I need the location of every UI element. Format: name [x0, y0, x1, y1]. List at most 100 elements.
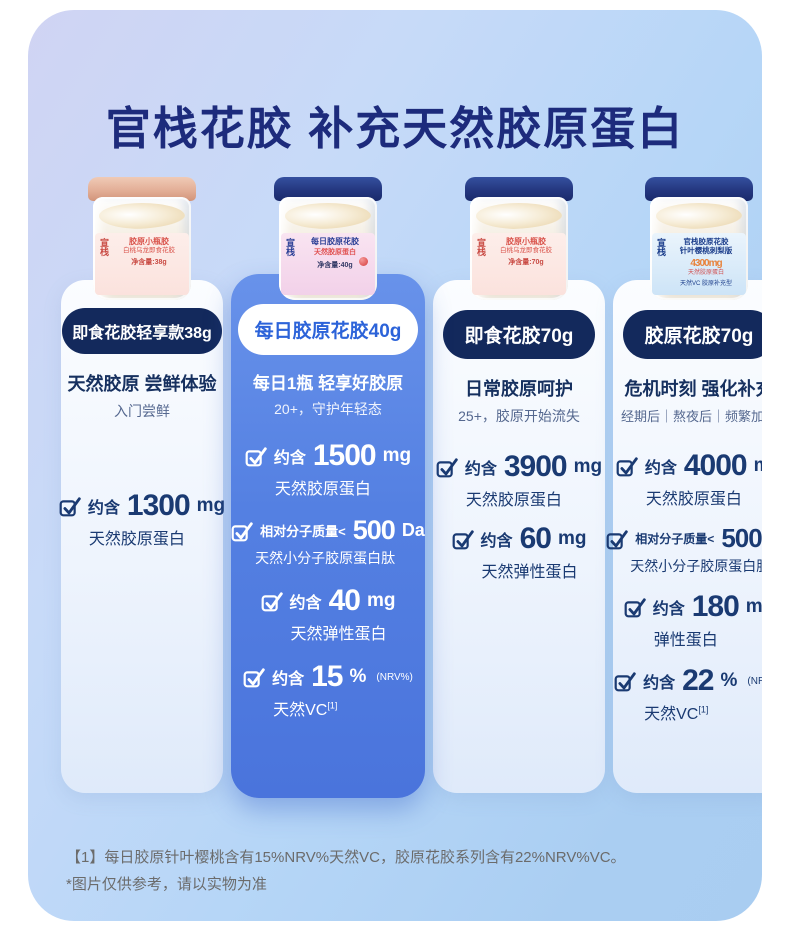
jar-label-line1: 每日胶原花胶	[311, 237, 359, 246]
column-subheading: 25+，胶原开始流失	[458, 408, 580, 424]
feature-desc: 天然小分子胶原蛋白肽	[255, 550, 396, 566]
column-card-daily-40g: 每日胶原花胶40g 每日1瓶 轻享好胶原 20+，守护年轻态 约含 1500 mg …	[231, 274, 425, 798]
feature-unit: mg	[754, 455, 762, 477]
feature-item: 约含 60 mg 天然弹性蛋白	[452, 522, 587, 582]
product-jar-instant-70g: 宣栈 胶原小瓶胶 白桃乌龙即食花胶 净含量:70g	[463, 177, 575, 300]
feature-value: 1300	[126, 489, 191, 522]
feature-desc: 天然胶原蛋白	[465, 492, 562, 509]
jar-label: 宣栈 胶原小瓶胶 白桃乌龙即食花胶 净含量:38g	[95, 233, 189, 295]
column-card-instant-70g: 即食花胶70g 日常胶原呵护 25+，胶原开始流失 约含 3900 mg 天然胶原蛋…	[433, 280, 605, 793]
page-title: 官栈花胶 补充天然胶原蛋白	[105, 103, 685, 155]
jar-label-line2: 针叶樱桃刺梨版	[679, 246, 733, 256]
jar-label-line2: 白桃乌龙即食花胶	[500, 247, 552, 254]
product-pill: 即食花胶轻享款38g	[62, 308, 222, 354]
feature-main: 约含 180mg	[624, 590, 762, 624]
product-pill: 每日胶原花胶40g	[237, 304, 419, 355]
feature-prefix: 约含	[643, 675, 676, 692]
feature-unit: %	[720, 670, 738, 691]
jar-label-line2: 天然胶原蛋白	[314, 249, 356, 256]
feature-main: 约含 1500 mg	[245, 439, 411, 473]
feature-desc: 天然VC[1]	[644, 704, 709, 723]
column-card-light-38g: 即食花胶轻享款38g 天然胶原 尝鲜体验 入门尝鲜 约含 1300 mg 天然胶原蛋…	[59, 280, 225, 793]
footnote-2: *图片仅供参考，请以实物为准	[66, 876, 267, 893]
checkbox-icon	[261, 590, 283, 612]
feature-unit: mg	[745, 596, 762, 617]
feature-unit: mg	[196, 495, 226, 516]
feature-item: 约含 1500 mg 天然胶原蛋白	[245, 439, 411, 499]
feature-prefix: 约含	[273, 450, 306, 467]
jar-net-weight: 净含量:70g	[508, 259, 544, 267]
product-pill: 即食花胶70g	[442, 310, 596, 359]
feature-desc: 天然弹性蛋白	[290, 626, 387, 643]
product-pill: 胶原花胶70g	[622, 310, 762, 359]
jar-label-line1: 胶原小瓶胶	[129, 237, 169, 246]
feature-desc: 天然胶原蛋白	[645, 491, 742, 508]
feature-item: 约含 4000 mg 天然胶原蛋白	[616, 449, 762, 509]
feature-prefix: 约含	[87, 500, 120, 517]
feature-main: 约含 1300 mg	[59, 489, 225, 523]
feature-main: 约含 4000 mg	[616, 449, 762, 483]
jar-label-line1: 胶原小瓶胶	[506, 237, 546, 246]
feature-value: 180	[691, 590, 740, 623]
jar-net-weight: 净含量:38g	[131, 259, 167, 267]
feature-desc: 天然胶原蛋白	[88, 531, 185, 548]
feature-item: 约含 15% (NRV%) 天然VC[1]	[243, 660, 413, 720]
feature-value: 500	[721, 523, 762, 553]
checkbox-icon	[624, 596, 646, 618]
checkbox-icon	[243, 666, 265, 688]
feature-main: 约含 3900 mg	[436, 450, 602, 484]
feature-unit: mg	[366, 590, 396, 611]
checkbox-icon	[436, 456, 458, 478]
column-heading: 日常胶原呵护	[465, 379, 573, 399]
column-subheading: 入门尝鲜	[114, 403, 170, 419]
brand-mark: 宣栈	[476, 238, 486, 258]
feature-prefix: 约含	[480, 533, 513, 550]
footnote-ref: [1]	[327, 700, 338, 711]
feature-prefix: 约含	[272, 671, 305, 688]
feature-value: 15	[311, 660, 343, 693]
checkbox-icon	[245, 445, 267, 467]
feature-item: 约含 40 mg 天然弹性蛋白	[261, 584, 396, 644]
footnote-1: 【1】每日胶原针叶樱桃含有15%NRV%天然VC，胶原花胶系列含有22%NRV%…	[66, 849, 626, 866]
feature-value: 22	[682, 664, 714, 697]
feature-item: 约含 22% (NRV%) 天然VC[1]	[614, 664, 762, 724]
feature-value: 500	[352, 515, 396, 545]
feature-value: 60	[519, 522, 552, 555]
feature-item: 约含 3900 mg 天然胶原蛋白	[436, 450, 602, 510]
column-subheading: 20+，守护年轻态	[274, 401, 382, 417]
feature-value: 4000	[683, 449, 748, 482]
brand-mark: 宣栈	[99, 238, 109, 258]
jar-label-foot: 天然VC 胶原补充型	[679, 280, 732, 287]
feature-unit: mg	[557, 528, 587, 549]
feature-item: 约含 1300 mg 天然胶原蛋白	[59, 489, 225, 549]
cherry-icon	[359, 257, 368, 266]
feature-desc: 天然VC[1]	[273, 700, 338, 719]
feature-list: 约含 1300 mg 天然胶原蛋白	[59, 489, 225, 549]
checkbox-icon	[59, 495, 81, 517]
column-heading: 每日1瓶 轻享好胶原	[252, 374, 404, 393]
feature-list: 约含 1500 mg 天然胶原蛋白 相对分子质量< 500 Da 天然小分子胶原蛋白肽 …	[231, 439, 425, 720]
promo-sheet: 官栈花胶 补充天然胶原蛋白 宣栈 胶原小瓶胶 白桃乌龙即食花胶 净含量:38g …	[28, 10, 762, 921]
feature-value: 1500	[312, 439, 377, 472]
feature-desc: 天然小分子胶原蛋白肽	[630, 558, 762, 574]
checkbox-icon	[616, 455, 638, 477]
column-subheading: 经期后｜熬夜后｜频繁加班	[620, 409, 762, 424]
feature-desc: 弹性蛋白	[653, 632, 718, 649]
feature-main: 约含 40 mg	[261, 584, 396, 618]
feature-main: 约含 15% (NRV%)	[243, 660, 413, 694]
column-heading: 危机时刻 强化补充	[624, 379, 762, 399]
footnote-ref: [1]	[698, 704, 709, 715]
feature-item: 约含 180mg 弹性蛋白	[624, 590, 762, 650]
checkbox-icon	[614, 670, 636, 692]
checkbox-icon	[606, 528, 629, 550]
feature-value: 40	[328, 584, 361, 617]
feature-unit: mg	[382, 445, 412, 466]
column-card-collagen-70g: 胶原花胶70g 危机时刻 强化补充 经期后｜熬夜后｜频繁加班 约含 4000 mg …	[606, 280, 762, 793]
product-jar-daily-40g: 宣栈 每日胶原花胶 天然胶原蛋白 净含量:40g	[272, 177, 384, 300]
jar-label-mini: 天然胶原蛋白	[687, 270, 724, 277]
